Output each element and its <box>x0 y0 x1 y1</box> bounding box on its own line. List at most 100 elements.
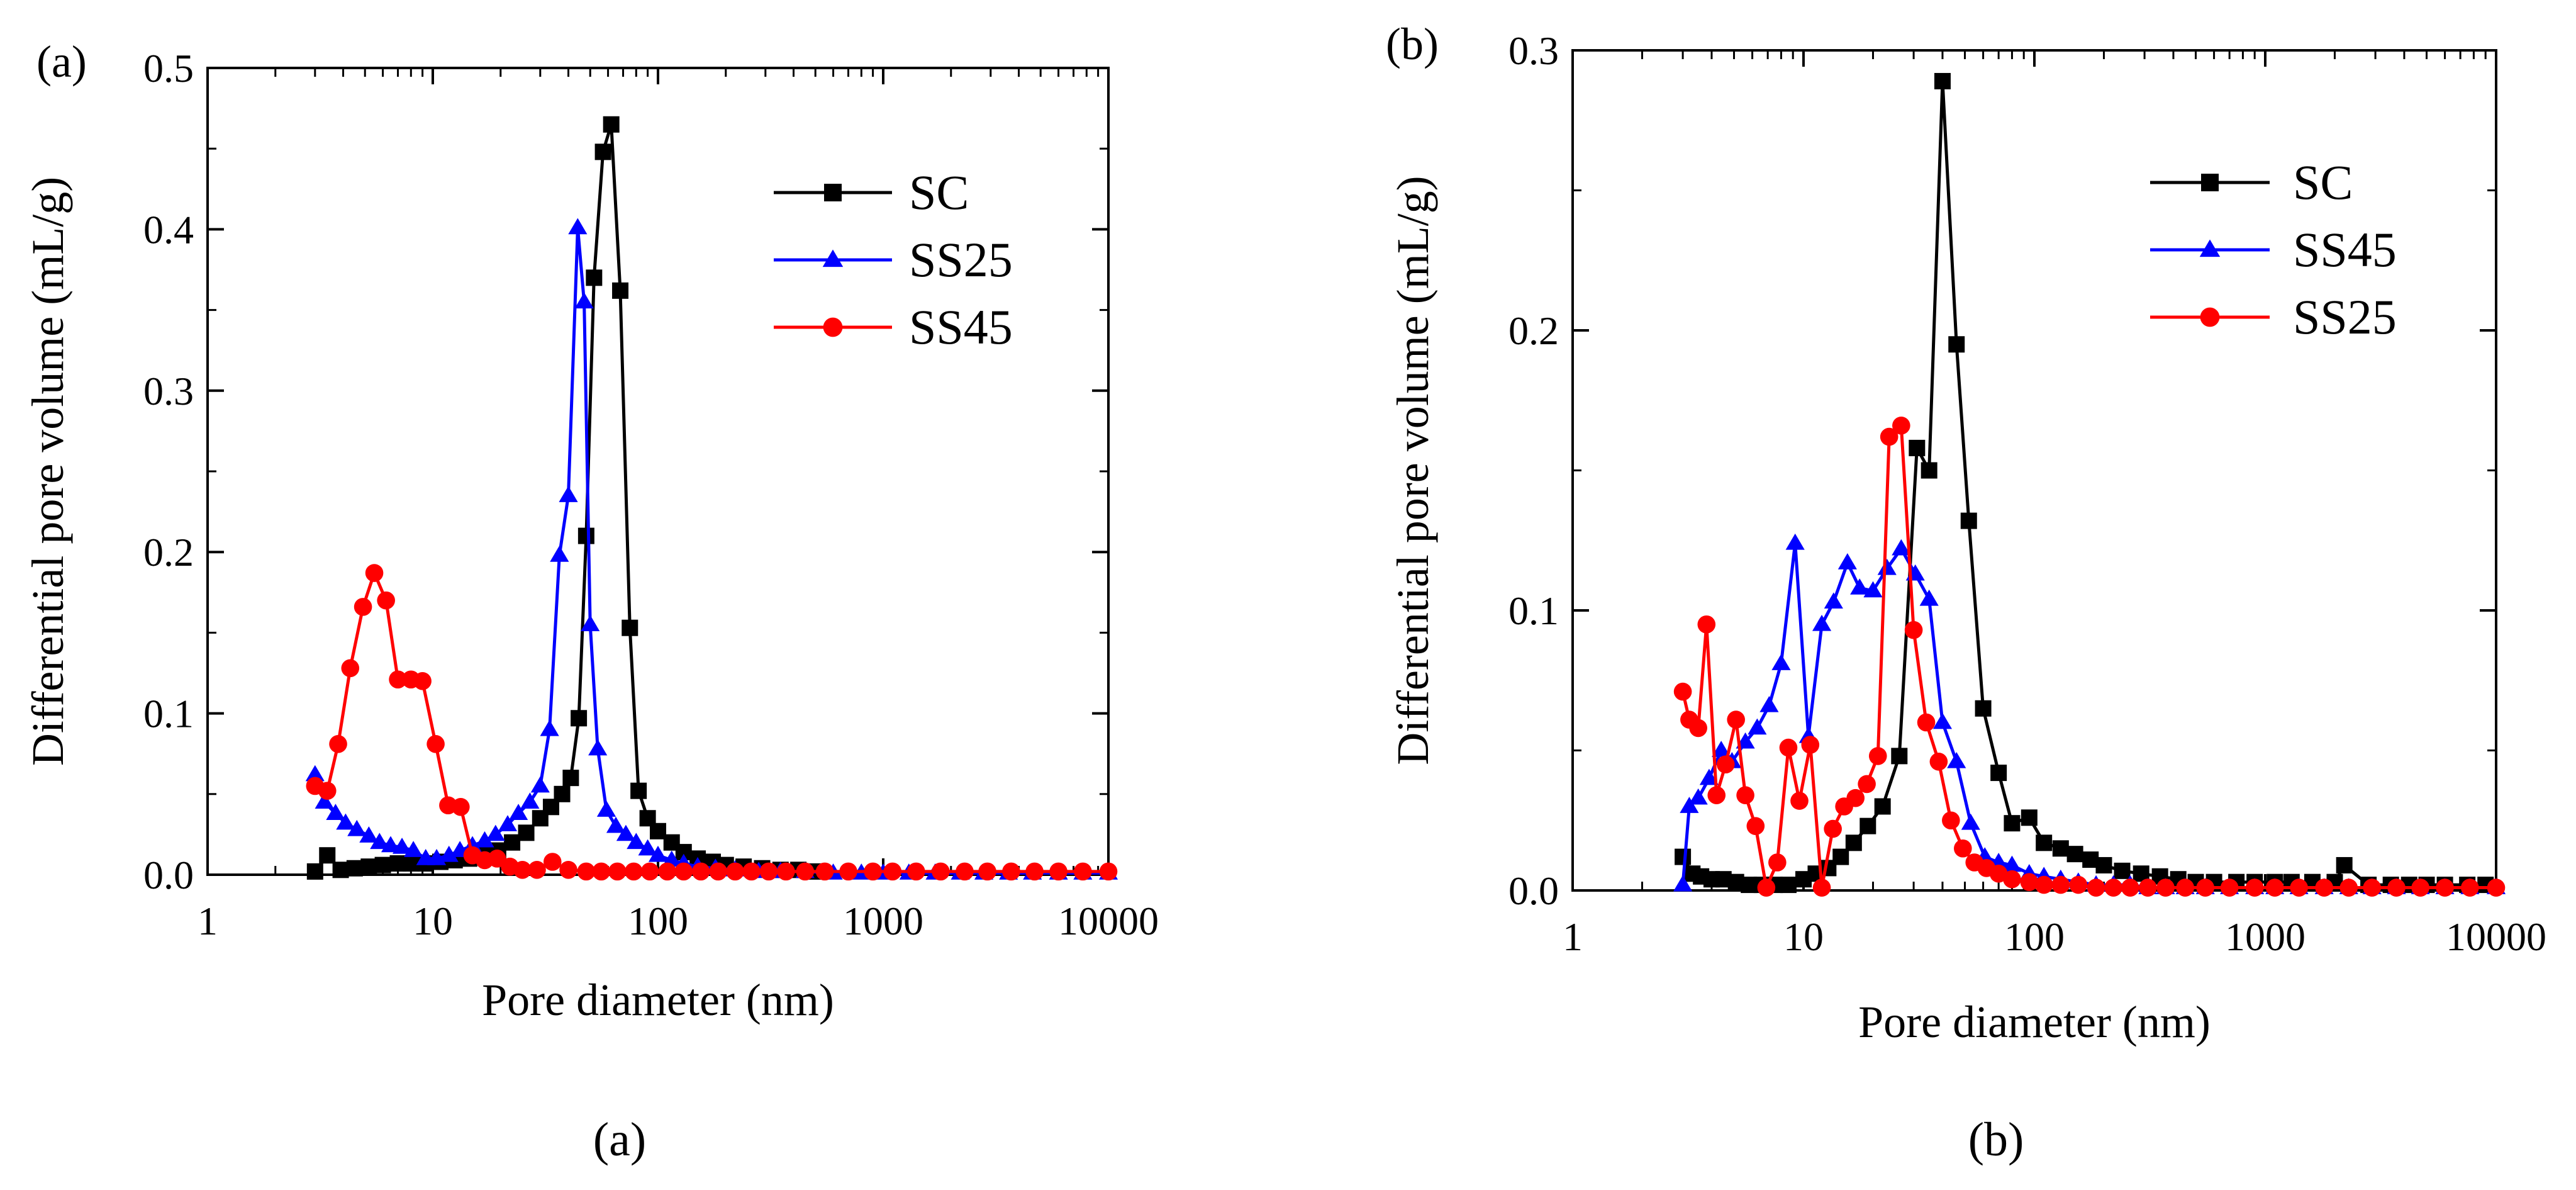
data-point <box>2411 878 2429 897</box>
x-axis: 1 10 100 1000 10000 <box>1563 50 2546 959</box>
data-point <box>2003 870 2021 889</box>
legend-label: SC <box>909 165 969 220</box>
data-point <box>2051 875 2070 894</box>
data-point <box>1673 875 1693 892</box>
data-point <box>1099 862 1118 881</box>
data-point <box>594 143 611 160</box>
data-point <box>528 861 546 879</box>
data-point <box>332 862 349 878</box>
data-point <box>2156 878 2175 897</box>
data-point <box>319 847 336 864</box>
data-point <box>1746 817 1765 835</box>
plot-frame <box>1571 49 2497 892</box>
data-point <box>1845 834 1862 851</box>
data-point <box>1929 753 1948 771</box>
data-point <box>346 860 363 877</box>
data-point <box>452 798 470 816</box>
y-tick-label: 0.4 <box>143 207 194 252</box>
data-point <box>1880 427 1899 446</box>
data-point <box>658 862 677 881</box>
data-point <box>359 826 379 843</box>
data-point <box>1673 682 1692 701</box>
data-point <box>2036 834 2053 851</box>
data-point <box>520 792 540 809</box>
x-tick-label: 1 <box>1563 914 1583 959</box>
x-tick-label: 10000 <box>2446 914 2546 959</box>
y-axis: 0.0 0.1 0.2 0.3 0.4 0.5 <box>143 46 1108 897</box>
data-point <box>381 836 401 853</box>
data-point <box>932 862 950 881</box>
data-point <box>650 822 666 839</box>
series-ss45 <box>306 564 1118 881</box>
plot-frame <box>206 67 1110 876</box>
data-point <box>568 218 588 235</box>
data-point <box>674 862 693 881</box>
data-point <box>2487 878 2506 897</box>
data-point <box>1863 581 1883 598</box>
legend-marker <box>823 317 843 337</box>
data-point <box>625 862 643 881</box>
data-point <box>577 862 596 881</box>
y-tick-label: 0.3 <box>143 369 194 413</box>
data-point <box>622 619 638 636</box>
y-tick-label: 0.1 <box>1508 588 1559 633</box>
data-point <box>413 672 432 690</box>
data-point <box>1002 862 1020 881</box>
data-point <box>404 841 423 857</box>
legend-marker <box>2199 239 2221 257</box>
x-tick-label: 10 <box>1783 914 1824 959</box>
data-point <box>1874 798 1891 815</box>
data-point <box>1960 512 1977 529</box>
data-point <box>596 800 616 817</box>
data-point <box>978 862 996 881</box>
chart-panel-a: 1 10 100 1000 10000 0.0 0.1 0.2 0.3 0.4 0.5 Pore di… <box>23 36 1159 1166</box>
data-point <box>1680 797 1699 813</box>
data-point <box>2095 856 2112 873</box>
data-point <box>1932 712 1953 729</box>
data-point <box>439 845 459 862</box>
data-point <box>1699 768 1719 785</box>
data-point <box>1948 336 1965 353</box>
data-point <box>691 862 710 881</box>
data-point <box>864 862 882 881</box>
data-point <box>1697 615 1716 634</box>
data-point <box>1771 654 1791 670</box>
data-point <box>1759 695 1779 712</box>
x-axis: 1 10 100 1000 10000 <box>198 68 1159 943</box>
data-point <box>1832 848 1849 865</box>
series-line <box>314 571 1108 873</box>
legend-marker <box>824 184 842 201</box>
data-point <box>1850 578 1870 595</box>
data-point <box>1860 817 1876 834</box>
data-point <box>581 615 600 631</box>
data-point <box>586 269 603 286</box>
panel-label: (a) <box>36 36 87 87</box>
data-point <box>562 770 579 787</box>
data-point <box>1877 558 1897 575</box>
data-point <box>336 813 355 830</box>
data-point <box>2020 873 2039 891</box>
data-point <box>2139 878 2157 897</box>
data-point <box>2052 840 2069 857</box>
legend: SC SS45 SS25 <box>2150 155 2397 344</box>
data-point <box>315 792 334 809</box>
legend-marker <box>2201 174 2219 191</box>
data-point <box>1824 819 1842 838</box>
data-point <box>475 831 494 848</box>
data-point <box>518 824 535 841</box>
data-point <box>543 853 562 871</box>
data-point <box>1904 620 1923 639</box>
data-point <box>559 486 578 502</box>
data-point <box>2066 846 2083 863</box>
data-point <box>559 861 577 879</box>
panel-label: (b) <box>1386 19 1439 69</box>
x-axis-label: Pore diameter (nm) <box>1858 997 2211 1047</box>
data-point <box>1768 853 1787 872</box>
data-point <box>1025 862 1044 881</box>
y-tick-label: 0.5 <box>143 46 194 91</box>
data-point <box>1049 862 1068 881</box>
data-point <box>612 282 629 299</box>
x-tick-label: 100 <box>628 899 688 943</box>
data-point <box>329 735 347 753</box>
